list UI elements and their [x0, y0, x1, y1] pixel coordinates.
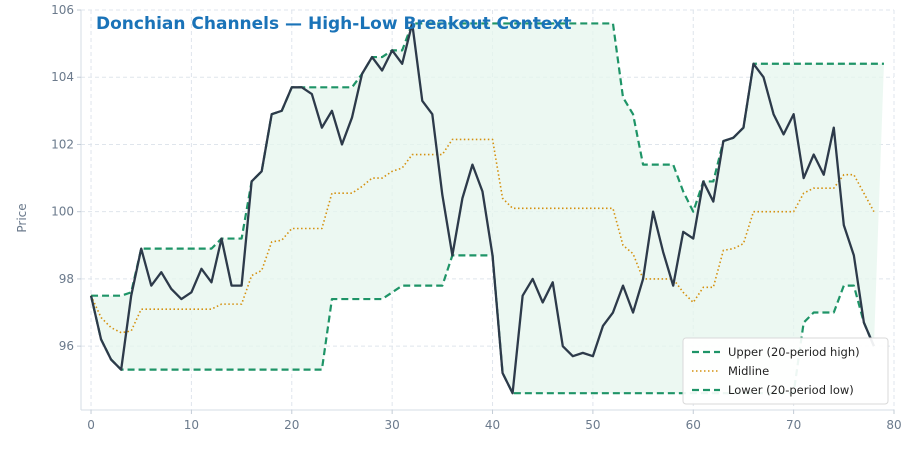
x-tick-label: 60: [686, 418, 701, 432]
x-tick-label: 40: [485, 418, 500, 432]
x-tick-label: 20: [284, 418, 299, 432]
x-tick-label: 30: [385, 418, 400, 432]
y-axis-label: Price: [15, 203, 29, 232]
price-line: [89, 22, 875, 395]
y-tick-label: 106: [51, 3, 74, 17]
y-ticks: 96 98 100 102 104 106: [51, 3, 81, 353]
chart-title: Donchian Channels — High-Low Breakout Co…: [96, 14, 572, 34]
x-tick-label: 50: [585, 418, 600, 432]
midline-line: [90, 138, 875, 334]
legend-box: [682, 337, 889, 405]
legend-label-upper: Upper (20-period high): [728, 345, 860, 359]
lower-band-line: [89, 254, 875, 395]
x-ticks: 0 10 20 30 40 50 60 70 80: [87, 410, 902, 432]
legend: Upper (20-period high) Midline Lower (20-p…: [682, 337, 889, 405]
x-tick-label: 70: [786, 418, 801, 432]
y-tick-label: 98: [59, 272, 74, 286]
legend-label-midline: Midline: [728, 364, 769, 378]
y-tick-label: 102: [51, 137, 74, 151]
x-tick-label: 80: [886, 418, 901, 432]
y-tick-label: 96: [59, 339, 74, 353]
x-tick-label: 10: [184, 418, 199, 432]
y-tick-label: 100: [51, 205, 74, 219]
legend-label-lower: Lower (20-period low): [728, 383, 854, 397]
series-layer: [89, 22, 884, 395]
channel-fill: [91, 23, 884, 394]
y-tick-label: 104: [51, 70, 74, 84]
x-tick-label: 0: [87, 418, 95, 432]
